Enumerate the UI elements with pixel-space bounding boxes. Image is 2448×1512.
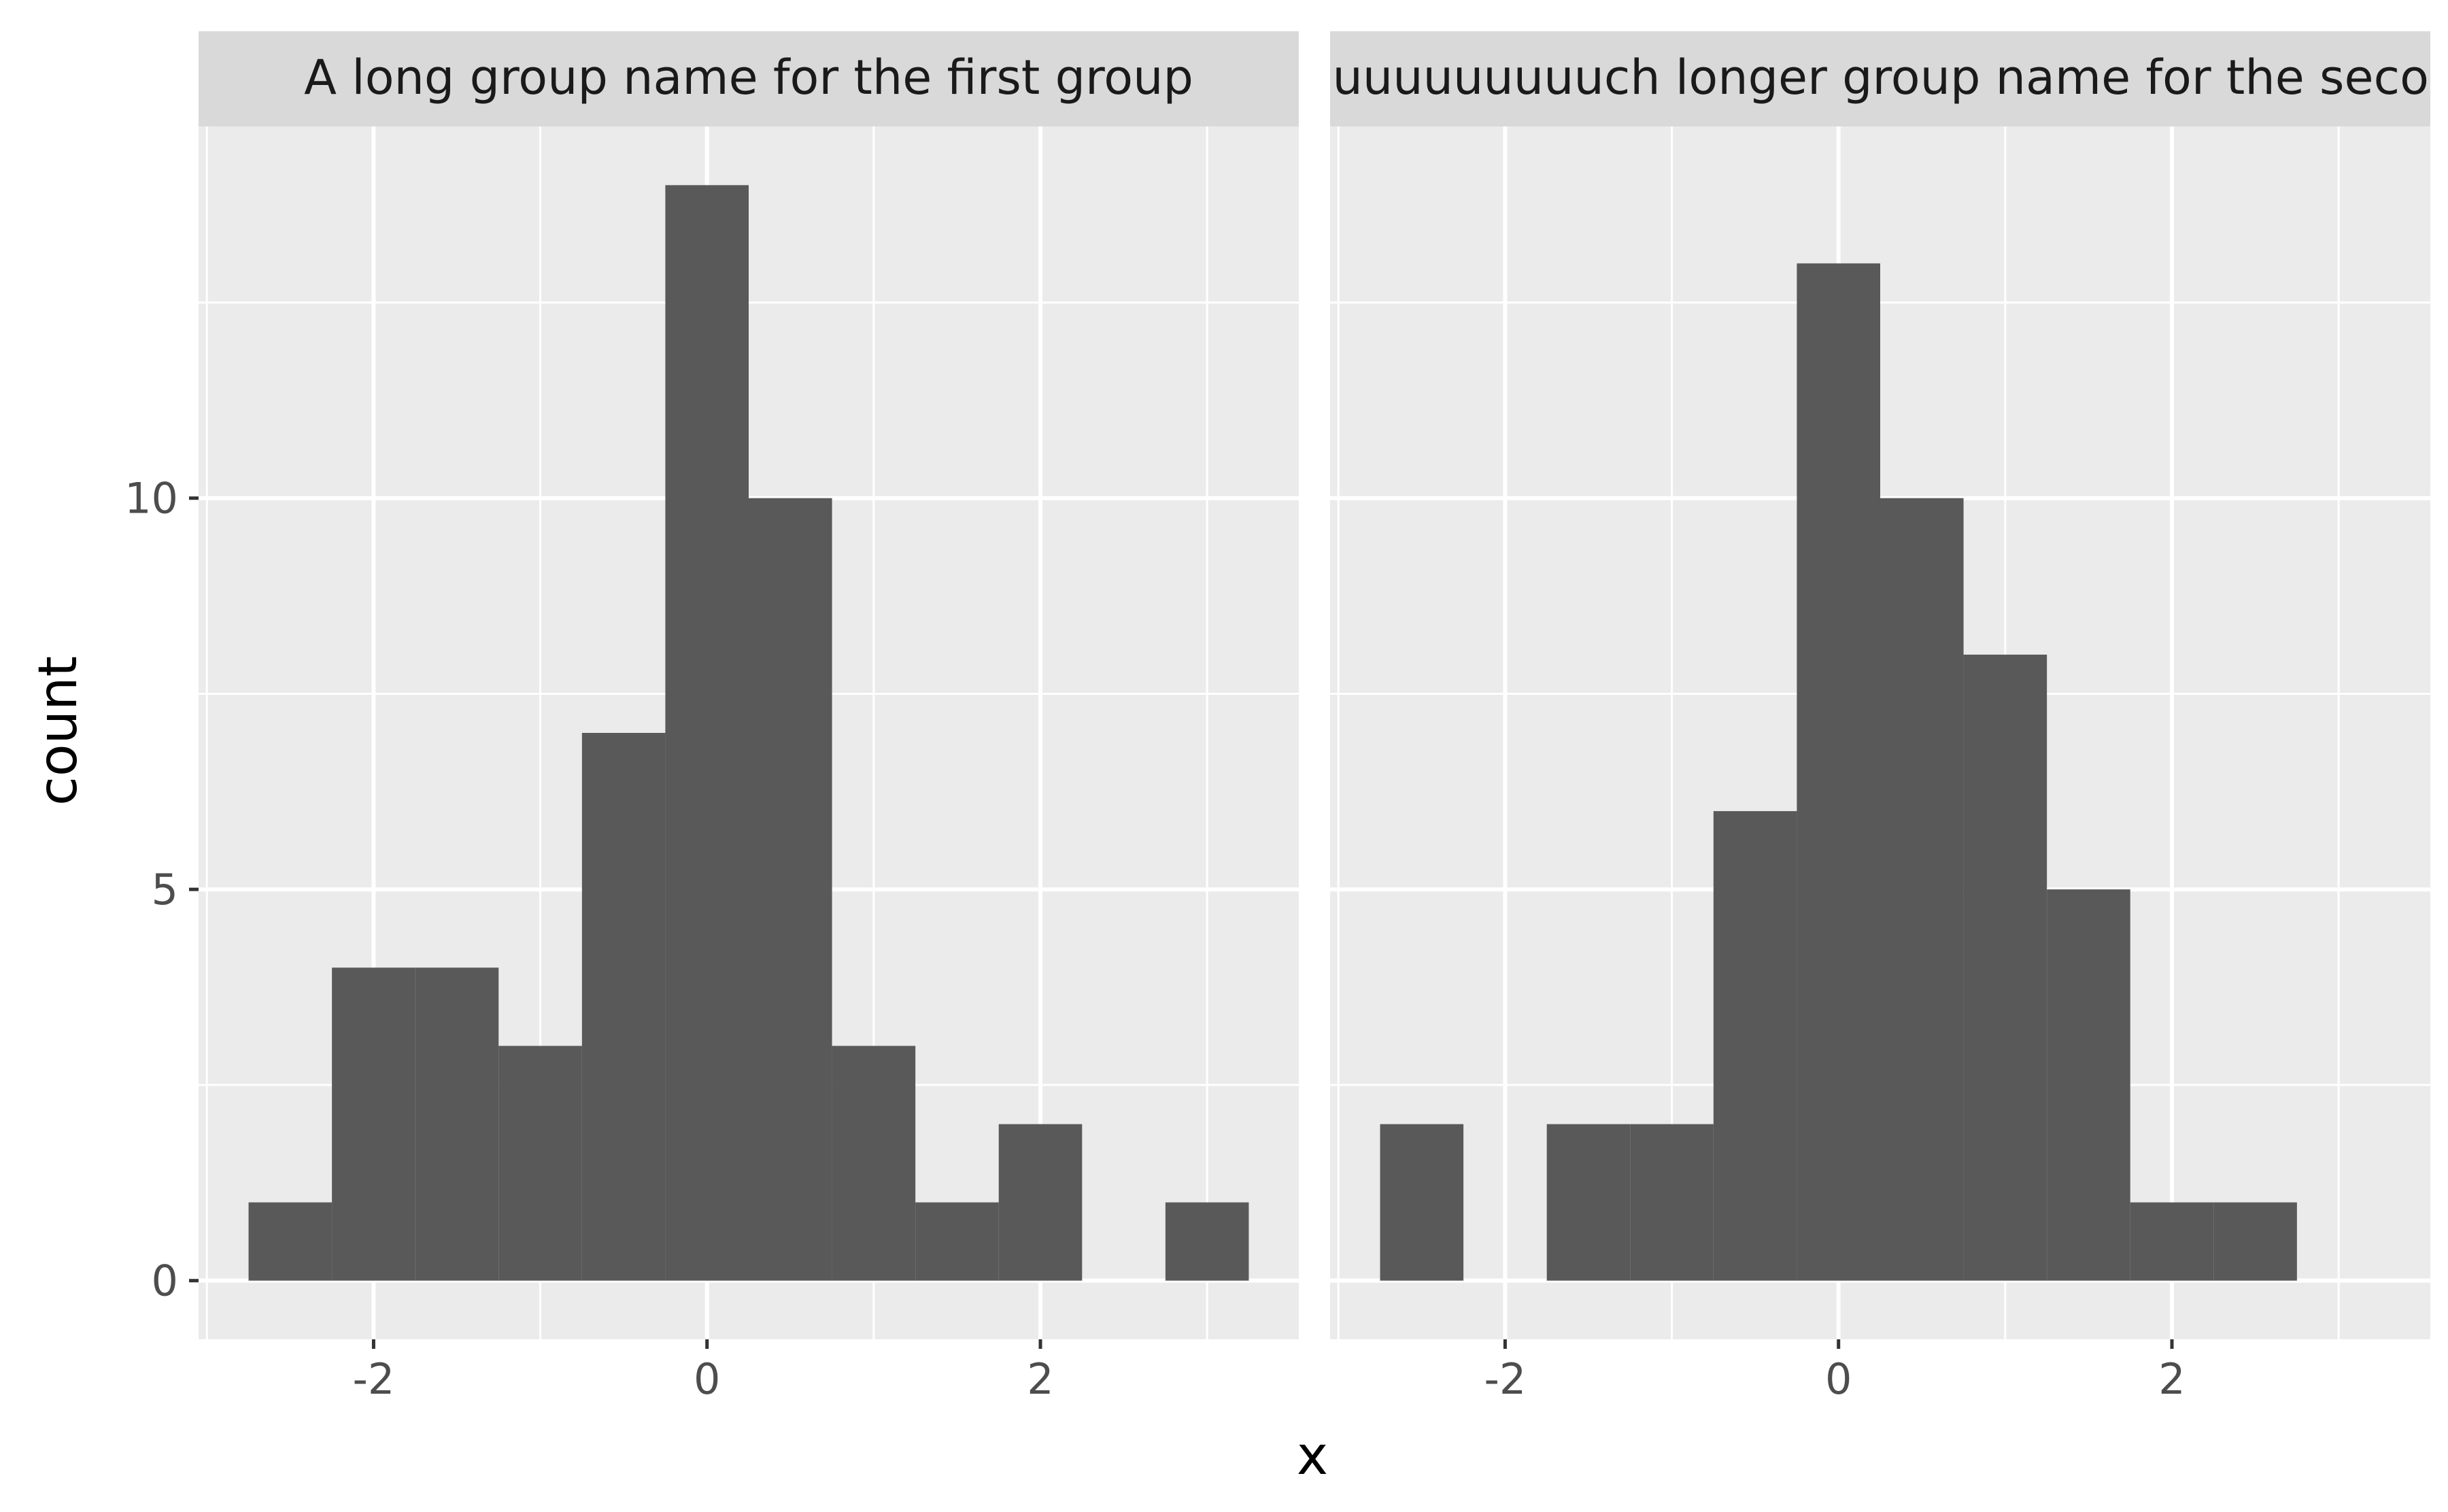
x-axis-title: x	[1297, 1426, 1328, 1487]
histogram-bar	[665, 185, 749, 1281]
histogram-bar	[1963, 654, 2047, 1281]
y-axis: 0 5 10	[124, 474, 199, 1306]
histogram-bar	[1630, 1124, 1714, 1281]
histogram-bar	[332, 967, 415, 1281]
y-tick-label: 0	[152, 1256, 178, 1306]
y-tick-label: 5	[152, 865, 178, 914]
histogram-bar	[2047, 889, 2130, 1281]
histogram-bar	[1797, 263, 1880, 1281]
histogram-bar	[1880, 498, 1964, 1281]
histogram-bar	[915, 1202, 999, 1281]
histogram-bar	[1713, 811, 1797, 1281]
x-tick-label: -2	[352, 1354, 394, 1404]
facet-strip-label: A long group name for the first group	[304, 50, 1193, 105]
x-tick-label: -2	[1484, 1354, 1526, 1404]
histogram-bar	[248, 1202, 333, 1281]
facet-strip	[199, 31, 1299, 126]
x-tick-label: 0	[694, 1354, 720, 1404]
histogram-bar	[1546, 1124, 1631, 1281]
facet-strip-label: A muuuuuuuuuuuuuch longer group name for…	[1118, 50, 2448, 105]
facet-panels: A long group name for the first group -2 0…	[199, 31, 2448, 1404]
histogram-bar	[2213, 1202, 2297, 1281]
facet-strip	[1330, 31, 2430, 126]
facet-panel-2: A muuuuuuuuuuuuuch longer group name for…	[1118, 31, 2448, 1404]
histogram-bar	[498, 1046, 582, 1281]
facet-panel-1: A long group name for the first group -2 0…	[199, 31, 1299, 1404]
y-tick-label: 10	[124, 474, 178, 523]
histogram-bar	[749, 498, 832, 1281]
histogram-bar	[1380, 1124, 1464, 1281]
histogram-bar	[2130, 1202, 2214, 1281]
histogram-bar	[581, 733, 666, 1281]
x-tick-label: 2	[1027, 1354, 1053, 1404]
y-axis-title: count	[28, 656, 89, 806]
histogram-bar	[415, 967, 499, 1281]
histogram-bar	[1165, 1202, 1249, 1281]
x-tick-label: 2	[2158, 1354, 2185, 1404]
x-tick-label: 0	[1825, 1354, 1852, 1404]
histogram-bar	[832, 1046, 916, 1281]
histogram-bar	[998, 1124, 1083, 1281]
